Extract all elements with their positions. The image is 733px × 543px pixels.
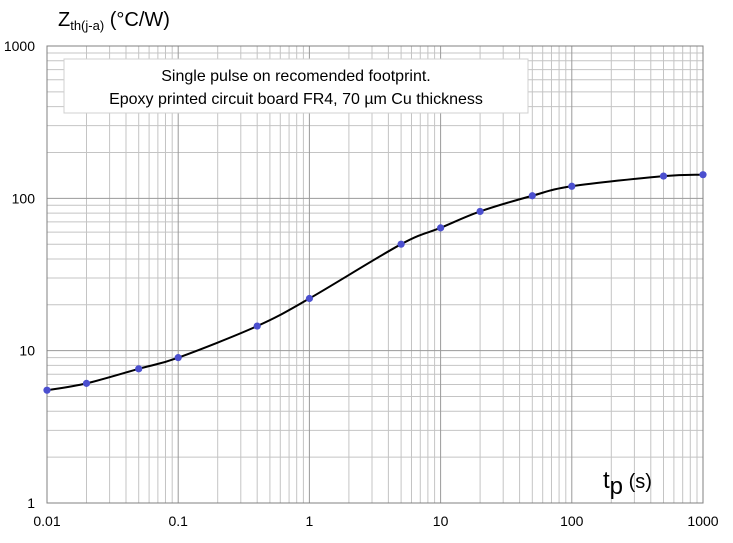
- y-tick-label: 1000: [4, 38, 35, 54]
- data-point: [397, 240, 405, 248]
- y-tick-label: 1: [27, 495, 35, 511]
- y-tick-labels: 1 10 100 1000: [4, 38, 35, 511]
- x-axis-label-main: t: [603, 467, 610, 494]
- y-tick-label: 100: [12, 190, 36, 206]
- data-point: [699, 171, 707, 179]
- data-point: [43, 386, 51, 394]
- data-point: [528, 192, 536, 200]
- series-markers: [43, 171, 707, 394]
- x-tick-label: 1000: [687, 513, 718, 529]
- annotation-box: Single pulse on recomended footprint. Ep…: [63, 58, 529, 114]
- annotation-line-1: Single pulse on recomended footprint.: [161, 68, 431, 85]
- y-axis-label-unit: (°C/W): [104, 9, 170, 31]
- x-tick-label: 100: [560, 513, 584, 529]
- data-point: [568, 182, 576, 190]
- annotation-background: [63, 58, 529, 114]
- x-axis-label-unit: (s): [623, 471, 652, 493]
- data-point: [174, 354, 182, 362]
- x-axis-label-sub: p: [610, 473, 623, 500]
- y-axis-label-sub: th(j-a): [70, 18, 104, 33]
- data-point: [476, 207, 484, 216]
- x-tick-label: 0.01: [33, 513, 60, 529]
- y-axis-label-main: Z: [58, 9, 70, 31]
- data-point: [135, 365, 143, 373]
- data-point: [659, 172, 668, 180]
- x-tick-label: 1: [306, 513, 314, 529]
- data-point: [437, 224, 445, 232]
- plot-frame: [46, 45, 704, 504]
- y-tick-label: 10: [19, 343, 35, 359]
- annotation-line-2: Epoxy printed circuit board FR4, 70 µm C…: [109, 91, 483, 108]
- data-point: [305, 294, 313, 303]
- x-tick-labels: 0.01 0.1 1 10 100 1000: [33, 513, 718, 529]
- x-tick-label: 10: [433, 513, 449, 529]
- x-axis-label: tp (s): [603, 467, 652, 500]
- grid-minor: [47, 46, 703, 503]
- x-tick-label: 0.1: [168, 513, 188, 529]
- data-point: [82, 379, 91, 387]
- y-axis-label: Zth(j-a) (°C/W): [58, 9, 170, 33]
- data-point: [253, 322, 261, 330]
